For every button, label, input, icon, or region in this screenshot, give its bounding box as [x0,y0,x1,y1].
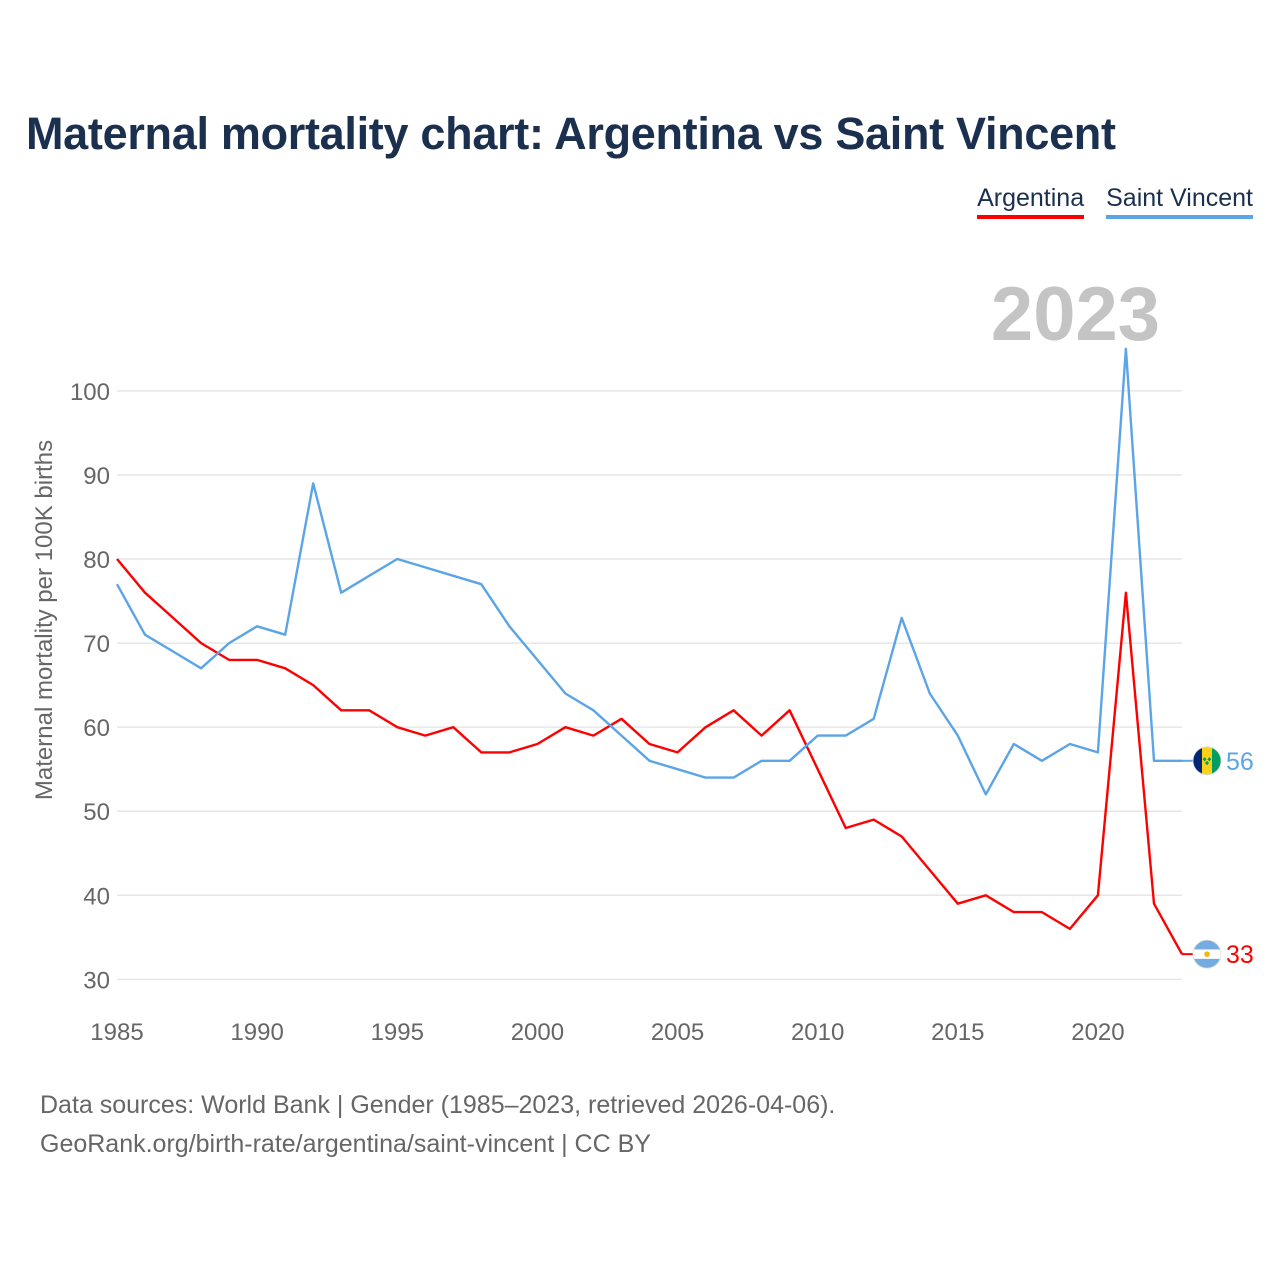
end-label-argentina: 33 [1226,941,1254,969]
source-line-2[interactable]: GeoRank.org/birth-rate/argentina/saint-v… [40,1130,651,1158]
x-tick-2010: 2010 [791,1019,844,1046]
gridlines [117,390,1182,981]
end-label-saint-vincent: 56 [1226,748,1254,776]
y-tick-50: 50 [83,799,110,826]
argentina-flag-icon [1192,939,1222,969]
legend-saint-vincent[interactable]: Saint Vincent [1106,182,1253,219]
x-tick-2000: 2000 [511,1019,564,1046]
y-axis-ticks: 30 40 50 60 70 80 90 100 [70,379,110,994]
source-line-1: Data sources: World Bank | Gender (1985–… [40,1091,836,1119]
x-tick-2015: 2015 [931,1019,984,1046]
legend-argentina[interactable]: Argentina [977,182,1085,219]
chart-title: Maternal mortality chart: Argentina vs S… [26,108,1116,159]
series-lines [115,347,1184,955]
chart-legend: Argentina Saint Vincent [977,182,1253,219]
end-markers: 33 56 [1182,746,1254,969]
x-axis-ticks: 1985 1990 1995 2000 2005 2010 2015 2020 [90,1019,1124,1046]
x-tick-1985: 1985 [90,1019,143,1046]
y-tick-80: 80 [83,547,110,574]
x-tick-1990: 1990 [230,1019,283,1046]
y-tick-70: 70 [83,631,110,658]
y-tick-90: 90 [83,463,110,490]
x-tick-2005: 2005 [651,1019,704,1046]
source-note: Data sources: World Bank | Gender (1985–… [40,1086,835,1164]
y-tick-100: 100 [70,379,110,406]
year-watermark: 2023 [991,272,1160,357]
x-tick-2020: 2020 [1071,1019,1124,1046]
y-tick-40: 40 [83,883,110,910]
x-tick-1995: 1995 [371,1019,424,1046]
series-line-saint-vincent[interactable] [115,347,1182,796]
saint-vincent-flag-icon [1192,746,1222,776]
y-tick-30: 30 [83,967,110,994]
y-tick-60: 60 [83,715,110,742]
series-line-argentina[interactable] [116,558,1184,955]
y-axis-label: Maternal mortality per 100K births [31,440,58,800]
